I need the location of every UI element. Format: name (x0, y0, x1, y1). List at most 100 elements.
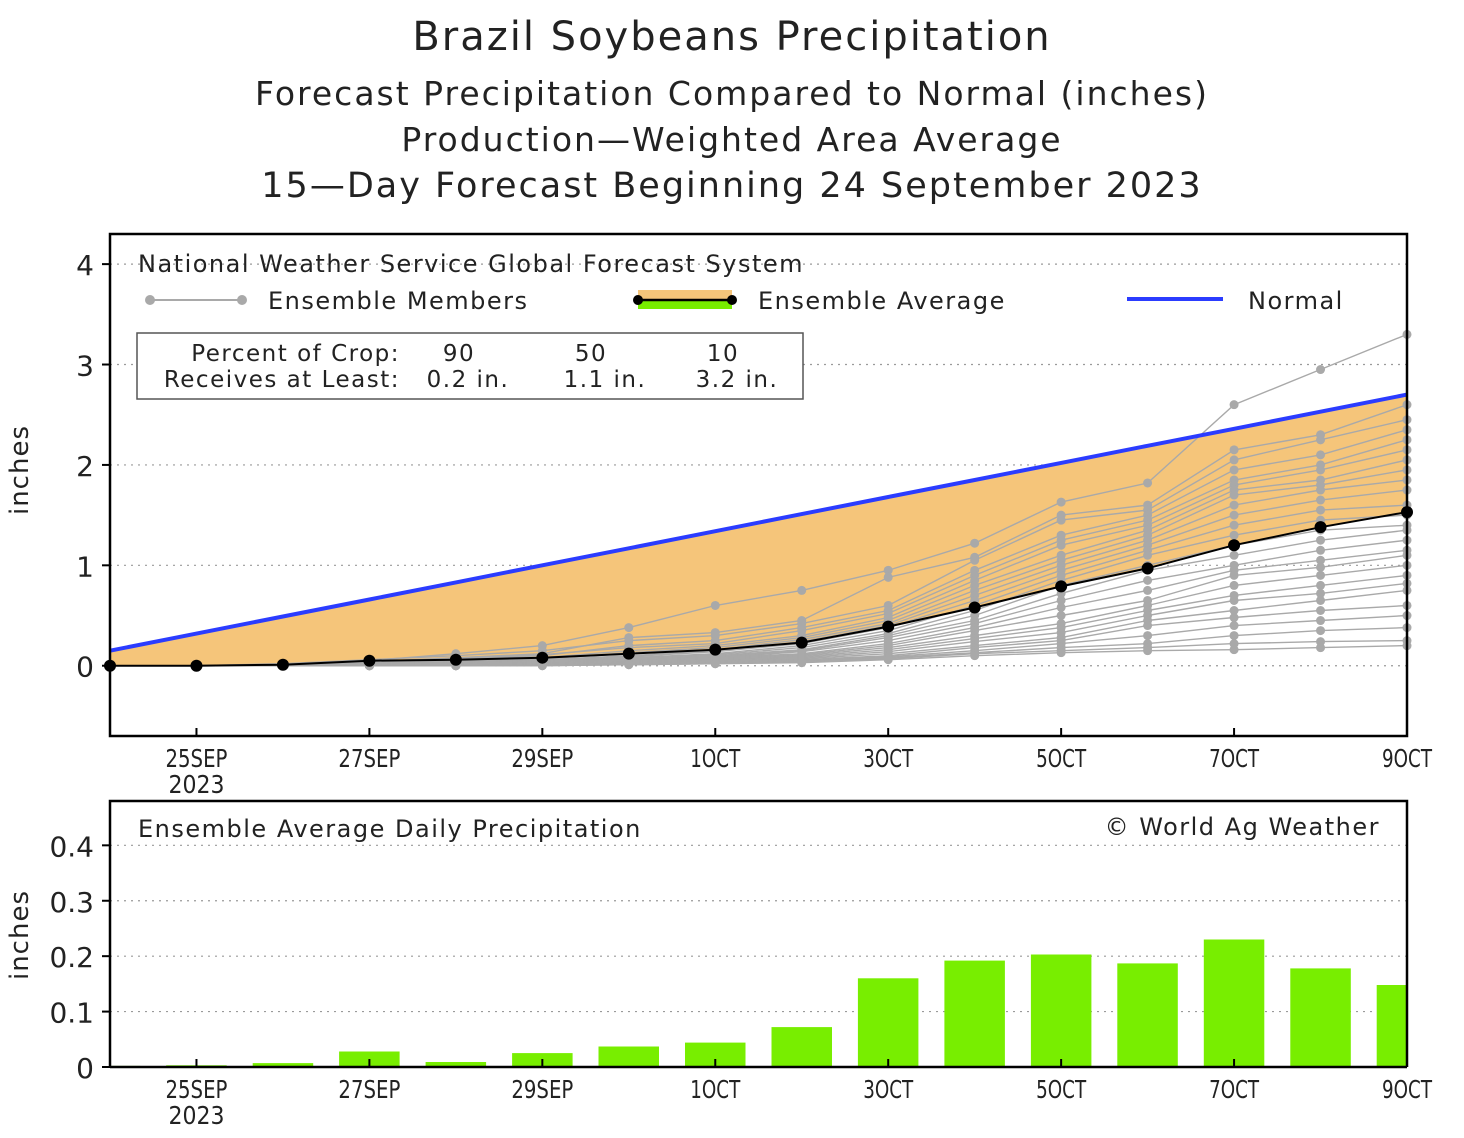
ensemble-average-point (709, 643, 722, 656)
ensemble-member-line (110, 644, 1408, 667)
chart-title: Brazil Soybeans Precipitation (412, 14, 1052, 60)
daily-bar (771, 1027, 832, 1067)
x-tick-label: 5OCT (1036, 1075, 1087, 1104)
ensemble-average-point (1055, 580, 1068, 593)
crop-table: Percent of Crop: Receives at Least: 90 5… (136, 332, 804, 400)
x-tick-label: 9OCT (1382, 744, 1433, 773)
ensemble-member-point (1229, 520, 1239, 530)
bottom-y-tick-label: 0.3 (49, 886, 94, 919)
chart-subtitle-forecast: 15—Day Forecast Beginning 24 September 2… (261, 166, 1203, 206)
ensemble-member-point (1316, 495, 1326, 505)
x-tick-label: 27SEP (338, 744, 400, 773)
ensemble-member-point (1229, 455, 1239, 465)
top-y-tick-label: 0 (76, 651, 94, 684)
copyright-label: © World Ag Weather (1105, 813, 1380, 841)
bottom-y-tick-label: 0.4 (49, 830, 94, 863)
ensemble-member-point (1316, 555, 1326, 565)
ensemble-average-point (276, 658, 289, 671)
ensemble-member-point (1229, 645, 1239, 655)
ensemble-member-point (1316, 545, 1326, 555)
ensemble-member-point (970, 538, 980, 548)
crop-table-row1-label: Percent of Crop: (191, 341, 400, 367)
ensemble-average-line (110, 511, 1408, 667)
ensemble-member-point (1056, 602, 1066, 612)
crop-amt-50: 1.1 in. (564, 367, 647, 393)
ensemble-member-point (1143, 575, 1153, 585)
daily-bar (1376, 985, 1407, 1067)
deficit-band (110, 394, 1407, 666)
x-tick-label: 29SEP (511, 744, 573, 773)
x-year-label: 2023 (168, 770, 224, 799)
ensemble-member-point (1056, 540, 1066, 550)
bottom-y-tick-label: 0.1 (49, 997, 94, 1030)
ensemble-member-point (1229, 500, 1239, 510)
daily-bar (598, 1046, 659, 1067)
ensemble-member-point (1229, 606, 1239, 615)
ensemble-member-point (1229, 595, 1239, 605)
ensemble-member-point (1316, 643, 1326, 653)
ensemble-member-point (1056, 515, 1066, 525)
ensemble-average-point (795, 636, 808, 649)
top-frame (108, 232, 1409, 738)
top-y-tick-label: 3 (76, 350, 94, 383)
x-year-label: 2023 (168, 1101, 224, 1130)
daily-bar (857, 978, 919, 1067)
ensemble-member-point (1143, 621, 1153, 631)
ensemble-average-point (968, 601, 981, 614)
ensemble-member-point (1056, 497, 1066, 507)
ensemble-member-point (1143, 631, 1153, 641)
crop-table-box (136, 332, 804, 400)
legend-average: Ensemble Average (633, 287, 1004, 315)
ensemble-member-point (537, 661, 547, 671)
legend-members-marker (145, 295, 155, 305)
crop-table-row2-label: Receives at Least: (164, 367, 400, 393)
bottom-frame (108, 799, 1409, 1067)
x-tick-label: 25SEP (165, 1075, 227, 1104)
daily-bars (110, 939, 1407, 1067)
x-tick-label: 5OCT (1036, 744, 1087, 773)
ensemble-member-point (1229, 490, 1239, 500)
daily-bar (944, 960, 1005, 1067)
ensemble-member-point (1316, 616, 1326, 626)
x-tick-label: 1OCT (690, 1075, 741, 1104)
top-y-axis-label: inches (5, 425, 35, 515)
ensemble-member-point (1316, 535, 1326, 545)
ensemble-average-series (104, 506, 1413, 672)
x-tick-label: 3OCT (863, 744, 914, 773)
legend-normal-label: Normal (1248, 287, 1344, 315)
legend-members-marker (237, 295, 247, 305)
ensemble-member-point (1316, 562, 1326, 572)
ensemble-member-point (1316, 465, 1326, 475)
ensemble-member-point (970, 555, 980, 565)
x-tick-label: 27SEP (338, 1075, 400, 1104)
chart-subtitle: Forecast Precipitation Compared to Norma… (255, 74, 1209, 113)
ensemble-member-point (1316, 595, 1326, 605)
ensemble-member-point (1316, 588, 1326, 598)
ensemble-member-point (1143, 478, 1153, 488)
bottom-y-axis: 0 0.1 0.2 0.3 0.4 (49, 830, 110, 1085)
daily-bar (425, 1062, 487, 1067)
crop-pct-90: 90 (443, 341, 475, 367)
ensemble-member-point (1229, 580, 1239, 590)
x-tick-label: 7OCT (1209, 744, 1260, 773)
bottom-y-tick-label: 0 (76, 1052, 94, 1085)
ensemble-member-point (624, 660, 634, 670)
chart-subtitle-area: Production—Weighted Area Average (401, 120, 1063, 159)
daily-bar (1290, 968, 1351, 1067)
ensemble-member-point (1229, 550, 1239, 560)
bottom-y-axis-label: inches (5, 890, 35, 980)
ensemble-average-point (622, 647, 635, 660)
bottom-y-tick-label: 0.2 (49, 941, 94, 974)
x-tick-label: 25SEP (165, 744, 227, 773)
legend-members-label: Ensemble Members (268, 287, 529, 315)
ensemble-member-point (1229, 510, 1239, 520)
x-tick-label: 9OCT (1382, 1075, 1433, 1104)
ensemble-member-point (1056, 611, 1066, 621)
ensemble-member-point (1229, 621, 1239, 631)
ensemble-member-point (1229, 613, 1239, 623)
x-tick-label: 29SEP (511, 1075, 573, 1104)
ensemble-member-point (1229, 400, 1239, 410)
ensemble-member-point (1316, 435, 1326, 445)
